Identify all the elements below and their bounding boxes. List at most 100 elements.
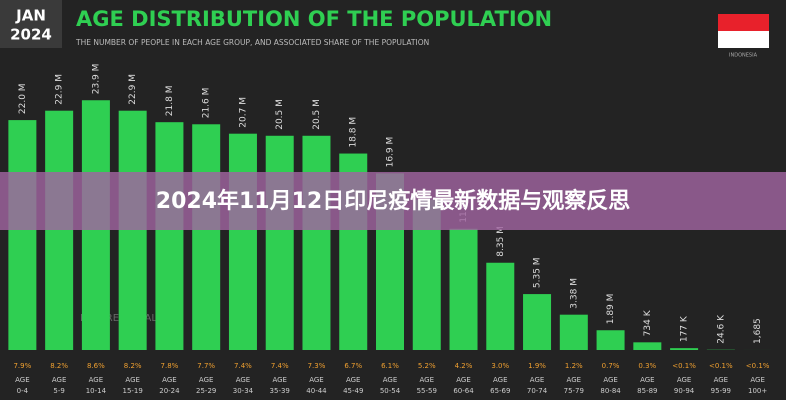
value-label: 8.35 M bbox=[496, 226, 506, 257]
x-tick-label: 10-14 bbox=[86, 387, 107, 395]
x-tick-label: 25-29 bbox=[196, 387, 216, 395]
age-prefix: AGE bbox=[640, 376, 655, 384]
age-prefix: AGE bbox=[383, 376, 398, 384]
share-label: 8.2% bbox=[124, 362, 142, 370]
banner-text: 2024年11月12日印尼疫情最新数据与观察反思 bbox=[156, 188, 630, 214]
bar bbox=[155, 122, 184, 350]
value-label: 20.5 M bbox=[275, 99, 285, 130]
age-prefix: AGE bbox=[750, 376, 765, 384]
share-label: <0.1% bbox=[746, 362, 770, 370]
age-prefix: AGE bbox=[456, 376, 471, 384]
value-label: 20.7 M bbox=[238, 97, 248, 128]
bar bbox=[486, 262, 515, 350]
bar bbox=[670, 348, 699, 350]
x-tick-label: 40-44 bbox=[306, 387, 327, 395]
badge-month: JAN bbox=[15, 7, 46, 25]
share-label: 3.0% bbox=[491, 362, 509, 370]
value-label: 21.8 M bbox=[165, 86, 175, 117]
bar bbox=[45, 110, 74, 350]
age-prefix: AGE bbox=[199, 376, 214, 384]
value-label: 21.6 M bbox=[202, 88, 212, 119]
x-tick-label: 65-69 bbox=[490, 387, 510, 395]
share-label: 6.1% bbox=[381, 362, 399, 370]
age-prefix: AGE bbox=[530, 376, 545, 384]
bar bbox=[228, 133, 257, 350]
age-prefix: AGE bbox=[52, 376, 67, 384]
age-prefix: AGE bbox=[236, 376, 251, 384]
share-label: 7.7% bbox=[197, 362, 215, 370]
share-label: 4.2% bbox=[455, 362, 473, 370]
share-label: 5.2% bbox=[418, 362, 436, 370]
age-prefix: AGE bbox=[346, 376, 361, 384]
share-label: <0.1% bbox=[672, 362, 696, 370]
x-tick-label: 45-49 bbox=[343, 387, 363, 395]
date-badge bbox=[0, 0, 62, 48]
value-label: 3.38 M bbox=[569, 278, 579, 309]
chart-title: AGE DISTRIBUTION OF THE POPULATION bbox=[76, 7, 552, 31]
value-label: 20.5 M bbox=[312, 99, 322, 130]
country-label: INDONESIA bbox=[729, 53, 758, 59]
value-label: 177 K bbox=[680, 315, 690, 342]
bar bbox=[596, 330, 625, 350]
share-label: 6.7% bbox=[344, 362, 362, 370]
age-prefix: AGE bbox=[677, 376, 692, 384]
x-tick-label: 100+ bbox=[748, 387, 767, 395]
bar bbox=[449, 228, 478, 350]
watermark: DATAREPORTAL bbox=[80, 313, 157, 324]
age-prefix: AGE bbox=[125, 376, 140, 384]
bar bbox=[8, 120, 37, 350]
flag-red bbox=[718, 14, 769, 31]
chart-subtitle: THE NUMBER OF PEOPLE IN EACH AGE GROUP, … bbox=[75, 38, 429, 47]
x-tick-label: 60-64 bbox=[453, 387, 474, 395]
bar bbox=[633, 342, 662, 350]
x-tick-label: 95-99 bbox=[711, 387, 731, 395]
share-label: <0.1% bbox=[709, 362, 733, 370]
bar bbox=[559, 314, 588, 350]
share-label: 8.2% bbox=[50, 362, 68, 370]
value-label: 1,685 bbox=[753, 318, 763, 344]
x-tick-label: 70-74 bbox=[527, 387, 548, 395]
age-prefix: AGE bbox=[567, 376, 582, 384]
age-prefix: AGE bbox=[272, 376, 287, 384]
share-label: 7.9% bbox=[13, 362, 31, 370]
x-tick-label: 35-39 bbox=[270, 387, 290, 395]
bar bbox=[302, 135, 331, 350]
share-label: 7.4% bbox=[234, 362, 252, 370]
bar bbox=[192, 124, 221, 350]
value-label: 18.8 M bbox=[349, 117, 359, 148]
x-tick-label: 5-9 bbox=[53, 387, 64, 395]
flag-white bbox=[718, 31, 769, 48]
value-label: 23.9 M bbox=[91, 64, 101, 95]
bar bbox=[118, 110, 147, 350]
age-prefix: AGE bbox=[420, 376, 435, 384]
value-label: 24.6 K bbox=[716, 314, 726, 344]
share-label: 0.3% bbox=[638, 362, 656, 370]
value-label: 1.89 M bbox=[606, 294, 616, 325]
share-label: 7.3% bbox=[308, 362, 326, 370]
value-label: 22.9 M bbox=[128, 74, 138, 105]
share-label: 7.8% bbox=[161, 362, 179, 370]
x-tick-label: 20-24 bbox=[159, 387, 180, 395]
age-prefix: AGE bbox=[493, 376, 508, 384]
x-tick-label: 30-34 bbox=[233, 387, 254, 395]
x-tick-label: 75-79 bbox=[564, 387, 584, 395]
age-prefix: AGE bbox=[714, 376, 729, 384]
value-label: 16.9 M bbox=[386, 137, 396, 168]
share-label: 1.9% bbox=[528, 362, 546, 370]
share-label: 7.4% bbox=[271, 362, 289, 370]
x-tick-label: 15-19 bbox=[122, 387, 142, 395]
share-label: 1.2% bbox=[565, 362, 583, 370]
age-prefix: AGE bbox=[603, 376, 618, 384]
value-label: 22.0 M bbox=[18, 83, 28, 114]
age-prefix: AGE bbox=[309, 376, 324, 384]
bar bbox=[265, 135, 294, 350]
share-label: 0.7% bbox=[602, 362, 620, 370]
age-prefix: AGE bbox=[162, 376, 177, 384]
value-label: 5.35 M bbox=[533, 257, 543, 288]
x-tick-label: 50-54 bbox=[380, 387, 401, 395]
banner bbox=[0, 172, 786, 230]
x-tick-label: 85-89 bbox=[637, 387, 657, 395]
age-prefix: AGE bbox=[15, 376, 30, 384]
